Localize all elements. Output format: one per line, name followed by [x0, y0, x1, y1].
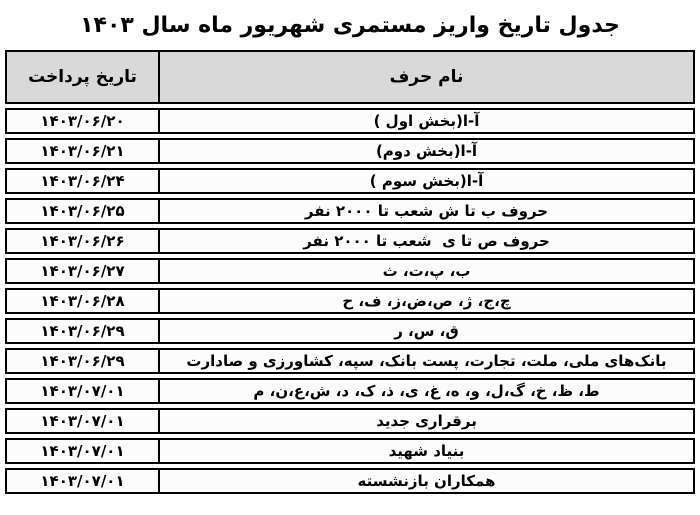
table-row: حروف ب تا ش شعب تا ۲۰۰۰ نفر ۱۴۰۳/۰۶/۲۵: [5, 198, 695, 224]
payment-date-cell: ۱۴۰۳/۰۷/۰۱: [40, 442, 125, 460]
letter-name-cell: آ-ا(بخش دوم): [158, 140, 693, 162]
letter-name-cell: همکاران بازنشسته: [158, 470, 693, 492]
column-header-letter-name: نام حرف: [158, 52, 693, 102]
table-row: بنیاد شهید ۱۴۰۳/۰۷/۰۱: [5, 438, 695, 464]
letter-name-cell: حروف ب تا ش شعب تا ۲۰۰۰ نفر: [158, 200, 693, 222]
letter-name-cell: ق، س، ر: [158, 320, 693, 342]
table-row: آ-ا(بخش سوم ) ۱۴۰۳/۰۶/۲۴: [5, 168, 695, 194]
table-row: همکاران بازنشسته ۱۴۰۳/۰۷/۰۱: [5, 468, 695, 494]
table-row: آ-ا(بخش دوم) ۱۴۰۳/۰۶/۲۱: [5, 138, 695, 164]
table-row: ق، س، ر ۱۴۰۳/۰۶/۲۹: [5, 318, 695, 344]
payment-date-cell: ۱۴۰۳/۰۷/۰۱: [40, 472, 125, 490]
letter-name-cell: بنیاد شهید: [158, 440, 693, 462]
letter-name-cell: ط، ظ، خ، گ،ل، و، ه، غ، ی، ذ، ک، د، ش،ع،ن…: [158, 380, 693, 402]
payment-date-cell: ۱۴۰۳/۰۷/۰۱: [40, 412, 125, 430]
payment-date-cell: ۱۴۰۳/۰۶/۲۰: [40, 112, 125, 130]
table-row: حروف ص تا ی شعب تا ۲۰۰۰ نفر ۱۴۰۳/۰۶/۲۶: [5, 228, 695, 254]
table-row: چ،ج، ژ، ص،ض،ز، ف، ح ۱۴۰۳/۰۶/۲۸: [5, 288, 695, 314]
letter-name-cell: چ،ج، ژ، ص،ض،ز، ف، ح: [158, 290, 693, 312]
payment-date-cell: ۱۴۰۳/۰۶/۲۵: [40, 202, 125, 220]
table-row: ب، پ،ت، ث ۱۴۰۳/۰۶/۲۷: [5, 258, 695, 284]
letter-name-cell: آ-ا(بخش اول ): [158, 110, 693, 132]
payment-date-cell: ۱۴۰۳/۰۶/۲۹: [40, 352, 125, 370]
payment-date-cell: ۱۴۰۳/۰۶/۲۸: [40, 292, 125, 310]
letter-name-cell: برقراری جدید: [158, 410, 693, 432]
letter-name-cell: بانک‌های ملی، ملت، تجارت، پست بانک، سپه،…: [158, 350, 693, 372]
letter-name-cell: حروف ص تا ی شعب تا ۲۰۰۰ نفر: [158, 230, 693, 252]
table-row: بانک‌های ملی، ملت، تجارت، پست بانک، سپه،…: [5, 348, 695, 374]
letter-name-cell: ب، پ،ت، ث: [158, 260, 693, 282]
payment-date-cell: ۱۴۰۳/۰۶/۲۴: [40, 172, 125, 190]
table-header-row: نام حرف تاریخ پرداخت: [5, 50, 695, 104]
letter-name-cell: آ-ا(بخش سوم ): [158, 170, 693, 192]
payment-date-cell: ۱۴۰۳/۰۶/۲۹: [40, 322, 125, 340]
payment-date-cell: ۱۴۰۳/۰۶/۲۷: [40, 262, 125, 280]
table-body: آ-ا(بخش اول ) ۱۴۰۳/۰۶/۲۰ آ-ا(بخش دوم) ۱۴…: [5, 108, 695, 494]
payment-date-cell: ۱۴۰۳/۰۶/۲۶: [40, 232, 125, 250]
table-row: آ-ا(بخش اول ) ۱۴۰۳/۰۶/۲۰: [5, 108, 695, 134]
payment-date-cell: ۱۴۰۳/۰۶/۲۱: [40, 142, 125, 160]
column-header-payment-date: تاریخ پرداخت: [28, 67, 137, 87]
payment-date-cell: ۱۴۰۳/۰۷/۰۱: [40, 382, 125, 400]
table-row: ط، ظ، خ، گ،ل، و، ه، غ، ی، ذ، ک، د، ش،ع،ن…: [5, 378, 695, 404]
page-title: جدول تاریخ واریز مستمری شهریور ماه سال ۱…: [80, 13, 620, 38]
table-row: برقراری جدید ۱۴۰۳/۰۷/۰۱: [5, 408, 695, 434]
deposit-schedule-table: نام حرف تاریخ پرداخت آ-ا(بخش اول ) ۱۴۰۳/…: [5, 50, 695, 494]
